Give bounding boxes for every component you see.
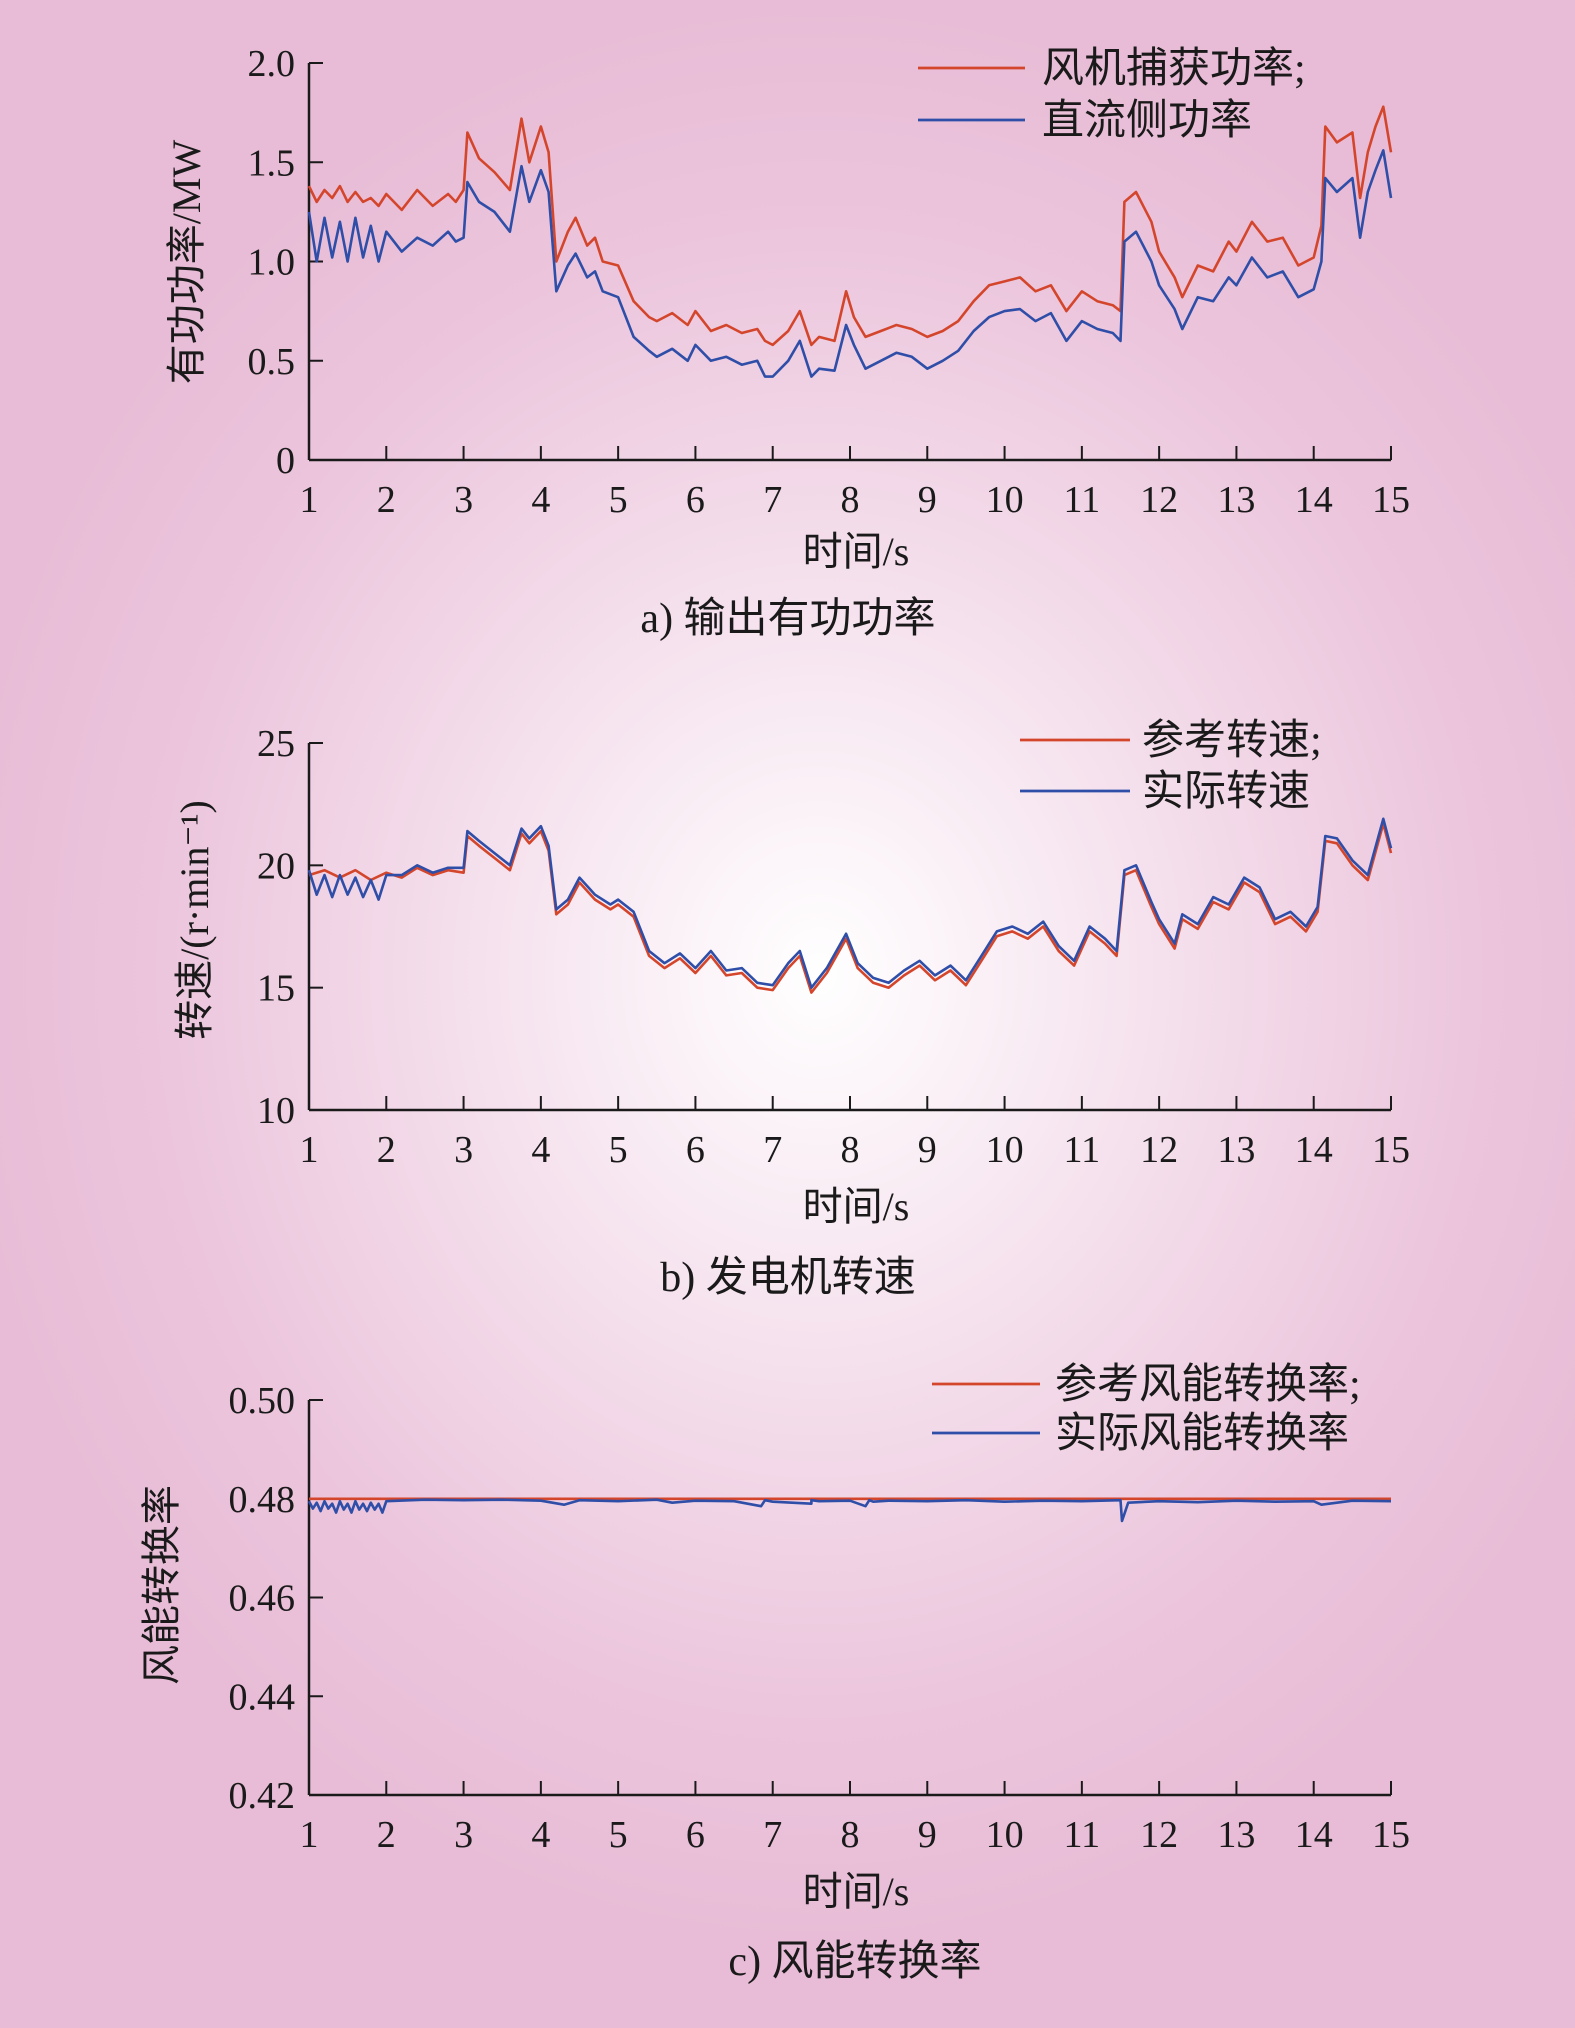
y-tick-label: 0.44: [229, 1676, 296, 1718]
x-tick-label: 7: [763, 479, 782, 521]
y-tick-label: 0.5: [248, 341, 296, 383]
x-tick-label: 4: [531, 1814, 550, 1856]
x-tick-label: 12: [1140, 1814, 1178, 1856]
y-tick-label: 0.50: [229, 1380, 296, 1422]
y-tick-label: 15: [257, 968, 295, 1010]
x-tick-label: 3: [454, 1129, 473, 1171]
chart-panel-c: c) 风能转换率 时间/s 风能转换率 1 2 3 4 5 6 7 8 9 10 11 12 13 14 1…: [139, 1361, 1410, 1985]
x-tick-label: 2: [377, 1814, 396, 1856]
x-tick-label: 15: [1372, 1129, 1410, 1171]
series-line-reference: [307, 105, 1393, 347]
caption-a: a) 输出有功功率: [640, 595, 935, 642]
y-axis-label-a: 有功功率/MW: [164, 140, 209, 385]
x-axis-label-a: 时间/s: [803, 529, 910, 574]
x-tick-label: 14: [1295, 479, 1333, 521]
y-axis-label-b: 转速/(r·min⁻¹): [172, 800, 217, 1040]
y-tick-label: 0: [276, 440, 295, 482]
legend-label: 风机捕获功率;: [1042, 45, 1306, 92]
x-tick-label: 11: [1064, 1129, 1101, 1171]
x-axis-label-c: 时间/s: [803, 1869, 910, 1914]
series-line-reference: [308, 822, 1393, 994]
x-tick-label: 5: [609, 479, 628, 521]
x-tick-label: 12: [1140, 479, 1178, 521]
x-tick-label: 7: [763, 1814, 782, 1856]
chart-panel-b: b) 发电机转速 时间/s 转速/(r·min⁻¹) 1 2 3 4 5 6 7 8 9 10 11…: [172, 717, 1410, 1301]
x-tick-label: 10: [986, 1814, 1024, 1856]
x-tick-label: 2: [377, 1129, 396, 1171]
x-tick-label: 4: [531, 479, 550, 521]
x-tick-label: 14: [1295, 1814, 1333, 1856]
x-tick-label: 6: [686, 479, 705, 521]
x-tick-label: 6: [686, 1814, 705, 1856]
x-tick-label: 14: [1295, 1129, 1333, 1171]
y-tick-label: 20: [257, 845, 295, 887]
x-tick-label: 11: [1064, 1814, 1101, 1856]
x-tick-label: 12: [1140, 1129, 1178, 1171]
x-tick-label: 11: [1064, 479, 1101, 521]
x-tick-label: 2: [377, 479, 396, 521]
series-line-actual: [307, 1498, 1392, 1523]
series-line-actual: [307, 149, 1393, 378]
x-tick-label: 3: [454, 1814, 473, 1856]
y-tick-label: 10: [257, 1090, 295, 1132]
x-axis-label-b: 时间/s: [803, 1184, 910, 1229]
x-tick-label: 4: [531, 1129, 550, 1171]
x-tick-label: 1: [300, 479, 319, 521]
y-tick-label: 0.42: [229, 1775, 296, 1817]
x-tick-label: 9: [918, 1814, 937, 1856]
legend-label: 实际风能转换率: [1055, 1410, 1349, 1457]
y-tick-label: 1.0: [248, 242, 296, 284]
x-tick-label: 5: [609, 1814, 628, 1856]
y-tick-label: 0.48: [229, 1479, 296, 1521]
x-tick-label: 8: [841, 1814, 860, 1856]
x-tick-label: 15: [1372, 1814, 1410, 1856]
x-tick-label: 7: [763, 1129, 782, 1171]
x-tick-label: 5: [609, 1129, 628, 1171]
chart-panel-a: a) 输出有功功率 时间/s 有功功率/MW 1 2 3 4 5 6 7 8 9 10 11 12 13…: [164, 43, 1410, 642]
x-tick-label: 8: [841, 1129, 860, 1171]
y-tick-label: 25: [257, 723, 295, 765]
y-tick-label: 2.0: [248, 43, 296, 85]
caption-b: b) 发电机转速: [660, 1255, 916, 1301]
x-tick-label: 9: [918, 479, 937, 521]
y-tick-label: 1.5: [248, 142, 296, 184]
x-tick-label: 3: [454, 479, 473, 521]
x-tick-label: 13: [1217, 1814, 1255, 1856]
y-axis-label-c: 风能转换率: [139, 1485, 184, 1685]
x-tick-label: 6: [686, 1129, 705, 1171]
legend-label: 参考转速;: [1142, 717, 1322, 764]
x-tick-label: 13: [1217, 1129, 1255, 1171]
x-tick-label: 1: [300, 1129, 319, 1171]
x-tick-label: 15: [1372, 479, 1410, 521]
x-tick-label: 8: [841, 479, 860, 521]
x-tick-label: 13: [1217, 479, 1255, 521]
x-tick-label: 9: [918, 1129, 937, 1171]
legend-label: 参考风能转换率;: [1055, 1361, 1361, 1408]
x-tick-label: 10: [986, 1129, 1024, 1171]
series-line-actual: [307, 817, 1393, 990]
y-tick-label: 0.46: [229, 1578, 296, 1620]
x-tick-label: 1: [300, 1814, 319, 1856]
caption-c: c) 风能转换率: [728, 1938, 981, 1985]
x-tick-label: 10: [986, 479, 1024, 521]
legend-label: 实际转速: [1142, 768, 1310, 815]
legend-label: 直流侧功率: [1042, 97, 1252, 144]
